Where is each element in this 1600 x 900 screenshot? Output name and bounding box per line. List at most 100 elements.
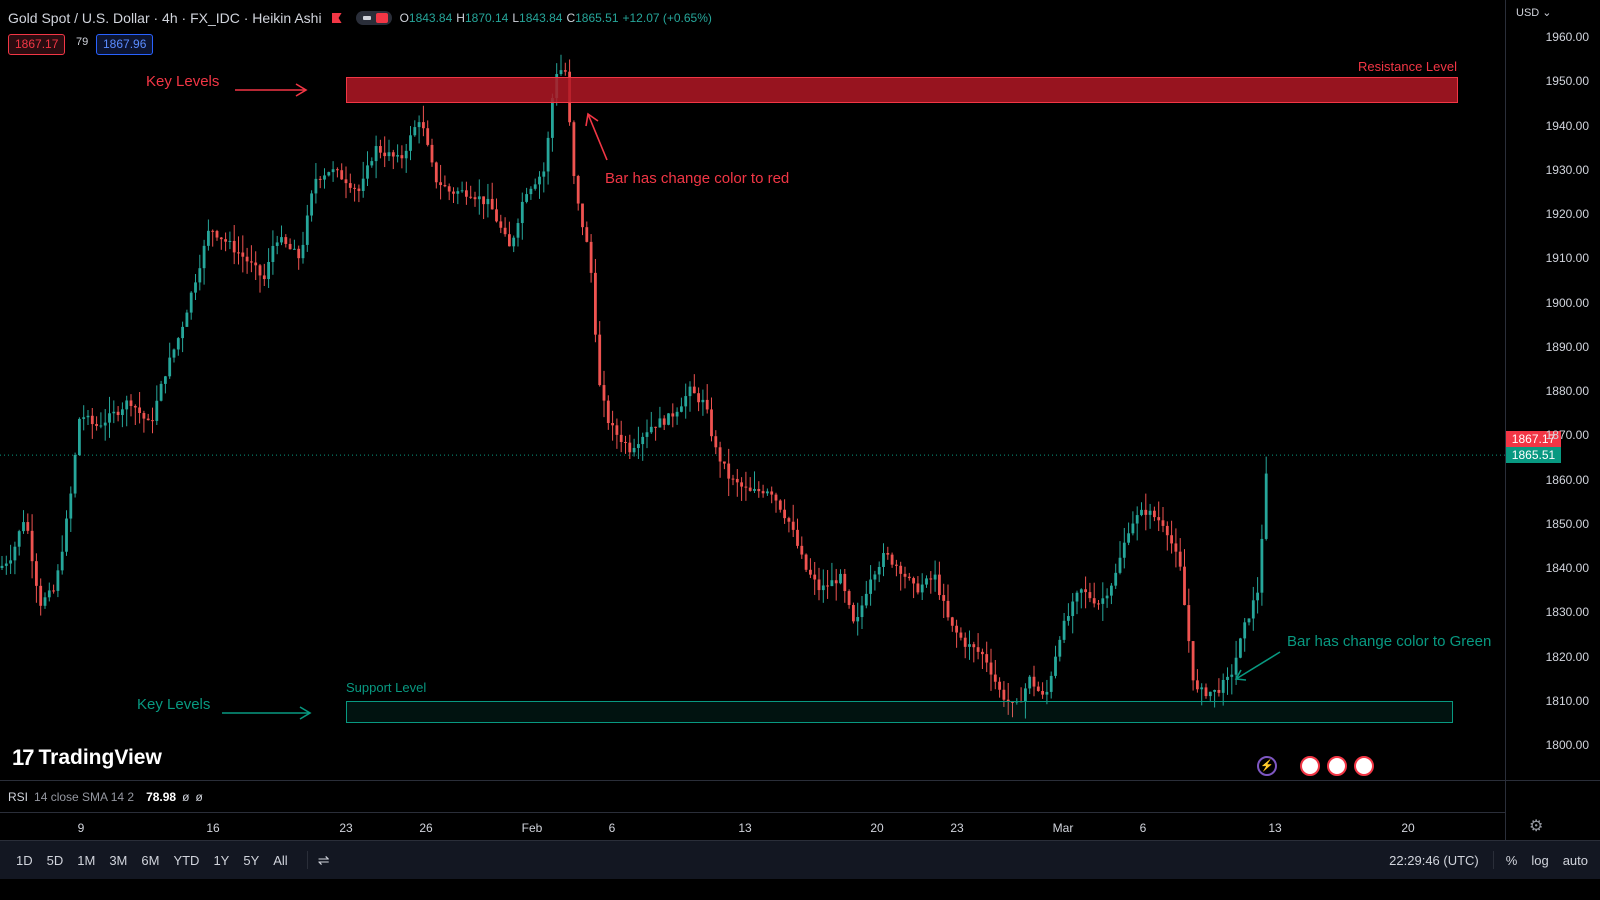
time-tick: 13 — [738, 821, 752, 835]
auto-toggle[interactable]: auto — [1562, 852, 1588, 868]
range-button-1d[interactable]: 1D — [16, 852, 33, 868]
candle-body — [495, 209, 498, 222]
candle-body — [1247, 618, 1251, 623]
candle-body — [882, 553, 885, 567]
candle-body — [1260, 538, 1264, 593]
candle-body — [353, 187, 356, 189]
candle-body — [69, 493, 73, 519]
candle-body — [895, 564, 898, 566]
candle-body — [443, 185, 447, 187]
candle-body — [477, 196, 481, 200]
us-flag-event-icon[interactable] — [1327, 756, 1347, 776]
percent-toggle[interactable]: % — [1505, 852, 1518, 868]
utc-clock[interactable]: 22:29:46 (UTC) — [1389, 852, 1479, 868]
us-flag-event-icon[interactable] — [1354, 756, 1374, 776]
candle-body — [185, 312, 189, 327]
bid-badge[interactable]: 1867.17 — [8, 34, 66, 55]
lightning-event-icon[interactable]: ⚡ — [1257, 756, 1277, 776]
candle-body — [916, 583, 920, 593]
candle-body — [1230, 674, 1234, 677]
range-button-5d[interactable]: 5D — [46, 852, 64, 868]
candle-body — [1041, 690, 1044, 695]
candle-body — [899, 565, 903, 574]
candle-body — [1148, 510, 1152, 515]
candle-body — [258, 265, 262, 276]
candle-body — [310, 193, 313, 216]
spread-value: 79 — [76, 36, 89, 48]
bar-red-label: Bar has change color to red — [605, 170, 790, 187]
time-tick: 23 — [950, 821, 964, 835]
time-tick: 9 — [77, 821, 85, 835]
candle-body — [370, 161, 374, 166]
symbol-title[interactable]: Gold Spot / U.S. Dollar · 4h · FX_IDC · … — [8, 10, 322, 26]
candle-body — [847, 591, 851, 605]
candle-body — [1032, 676, 1036, 687]
candle-body — [275, 242, 279, 246]
candle-body — [619, 434, 623, 443]
flag-icon[interactable] — [331, 13, 342, 23]
candle-body — [606, 400, 610, 424]
candle-body — [207, 230, 210, 246]
candle-body — [155, 400, 159, 421]
range-button-1m[interactable]: 1M — [77, 852, 96, 868]
candle-body — [121, 409, 124, 416]
time-tick: 20 — [1401, 821, 1415, 835]
ohlc-value: 1865.51 — [575, 11, 619, 25]
eye-toggle-icon[interactable] — [355, 11, 392, 25]
candle-body — [516, 223, 520, 238]
candle-body — [718, 447, 722, 462]
candle-body — [73, 455, 77, 494]
settings-gear-icon[interactable]: ⚙ — [1529, 818, 1544, 835]
candle-body — [1191, 641, 1195, 681]
chart-pane[interactable] — [0, 0, 1505, 780]
range-button-1y[interactable]: 1Y — [213, 852, 230, 868]
range-button-ytd[interactable]: YTD — [173, 852, 200, 868]
price-tick: 1890.00 — [1545, 339, 1589, 354]
candle-body — [9, 560, 12, 564]
candle-body — [90, 415, 94, 425]
candle-body — [950, 617, 954, 626]
log-toggle[interactable]: log — [1531, 852, 1549, 868]
ask-badge[interactable]: 1867.96 — [96, 34, 154, 55]
candle-body — [662, 418, 666, 425]
range-buttons: 1D 5D 1M 3M 6M YTD 1Y 5Y All — [0, 853, 295, 868]
candle-body — [379, 146, 382, 153]
candle-body — [1019, 701, 1023, 703]
candle-body — [1140, 509, 1143, 516]
candle-body — [1071, 601, 1075, 617]
candle-body — [864, 593, 868, 606]
candle-body — [86, 415, 90, 418]
candle-body — [456, 191, 460, 194]
candle-body — [482, 196, 485, 205]
price-scale[interactable]: USD ⌄ 1867.17 1865.51 1960.00 1950.00 1940… — [1505, 0, 1600, 780]
candle-body — [13, 546, 17, 561]
candle-body — [396, 155, 399, 157]
resistance-zone[interactable] — [346, 76, 1458, 104]
support-zone[interactable] — [346, 700, 1453, 723]
us-flag-event-icon[interactable] — [1300, 756, 1320, 776]
candle-body — [800, 545, 804, 555]
price-tick: 1820.00 — [1545, 649, 1589, 664]
candles-svg[interactable] — [0, 0, 1505, 780]
time-axis[interactable]: 9 16 23 26 Feb 6 13 20 23 Mar 6 13 20 — [0, 812, 1505, 841]
price-tick: 1900.00 — [1545, 295, 1589, 310]
range-button-5y[interactable]: 5Y — [243, 852, 260, 868]
range-button-3m[interactable]: 3M — [109, 852, 128, 868]
currency-selector[interactable]: USD ⌄ — [1516, 6, 1552, 19]
candle-body — [133, 405, 137, 408]
candle-body — [17, 531, 21, 547]
candle-body — [942, 595, 946, 601]
tradingview-logo[interactable]: 17 TradingView — [12, 745, 162, 771]
range-button-all[interactable]: All — [273, 852, 288, 868]
candle-body — [215, 231, 219, 238]
candle-body — [417, 122, 421, 128]
candle-body — [985, 654, 989, 663]
candle-body — [288, 243, 292, 250]
candle-body — [297, 248, 301, 259]
rsi-legend[interactable]: RSI 14 close SMA 14 2 78.98 ø ø — [0, 780, 1505, 812]
candle-body — [817, 579, 821, 591]
date-range-icon[interactable]: ⇌ — [317, 851, 330, 868]
range-button-6m[interactable]: 6M — [141, 852, 160, 868]
candle-body — [649, 426, 653, 433]
candle-body — [697, 393, 700, 403]
